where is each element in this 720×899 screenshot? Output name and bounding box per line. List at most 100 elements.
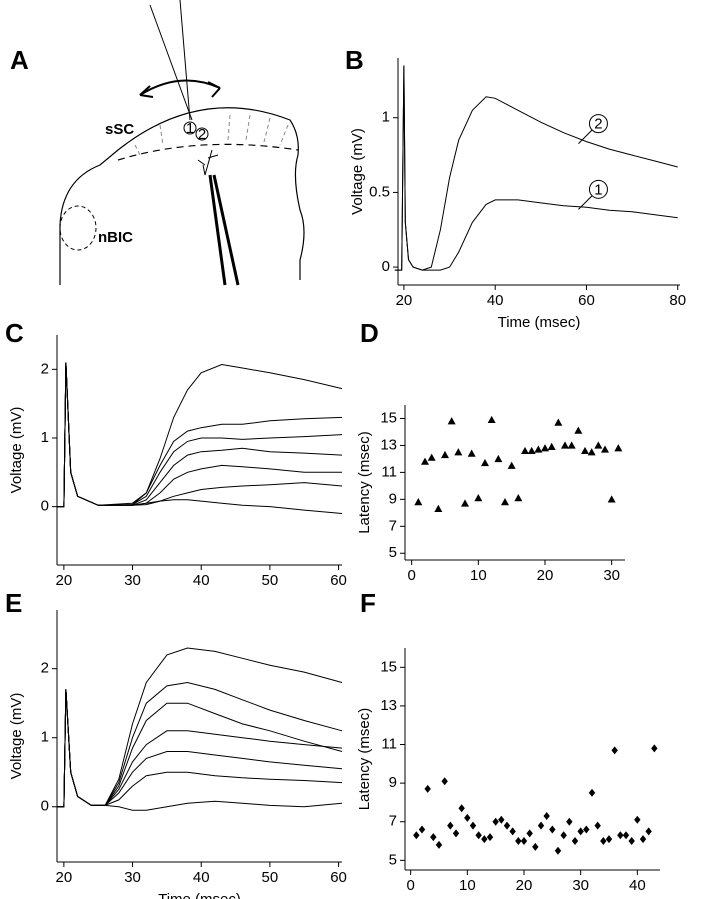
y-tick-label: 1 xyxy=(41,429,49,446)
y-tick-label: 15 xyxy=(380,409,397,426)
point xyxy=(577,827,584,836)
point xyxy=(503,821,511,830)
x-tick-label: 20 xyxy=(396,292,413,309)
y-tick-label: 0 xyxy=(41,798,49,815)
panel-label: A xyxy=(10,45,29,75)
point xyxy=(605,835,613,844)
point xyxy=(583,825,590,834)
y-tick-label: 5 xyxy=(389,544,397,561)
x-tick-label: 30 xyxy=(572,877,589,894)
y-axis-title: Voltage (mV) xyxy=(8,693,25,780)
panel-label: F xyxy=(360,588,376,618)
point xyxy=(594,821,601,830)
point xyxy=(458,804,465,813)
x-tick-label: 50 xyxy=(262,572,279,589)
point xyxy=(560,831,567,840)
point xyxy=(515,837,522,846)
y-axis-title: Voltage (mV) xyxy=(349,128,366,215)
point xyxy=(507,461,516,469)
point xyxy=(487,415,496,424)
x-tick-label: 40 xyxy=(487,292,504,309)
y-tick-label: 11 xyxy=(381,463,397,480)
trace xyxy=(57,689,343,808)
trace xyxy=(57,362,343,514)
trace xyxy=(57,362,343,508)
x-tick-label: 30 xyxy=(124,869,141,886)
panel-label: B xyxy=(345,45,364,75)
point xyxy=(434,504,443,512)
x-axis-title: Time (msec) xyxy=(498,314,581,331)
point xyxy=(543,811,550,820)
point xyxy=(532,842,539,851)
site-marker xyxy=(195,127,209,141)
trace xyxy=(394,65,678,271)
y-tick-label: 15 xyxy=(380,658,397,675)
point xyxy=(634,815,641,824)
y-tick-label: 1 xyxy=(41,729,49,746)
x-tick-label: 10 xyxy=(459,877,476,894)
y-tick-label: 13 xyxy=(380,436,397,453)
point xyxy=(467,449,476,457)
point xyxy=(435,840,443,849)
point xyxy=(547,442,556,450)
point xyxy=(418,825,426,834)
y-axis-title: Voltage (mV) xyxy=(8,407,25,494)
callout-circle xyxy=(588,179,608,199)
x-tick-label: 50 xyxy=(262,869,279,886)
point xyxy=(554,418,563,426)
y-tick-label: 0 xyxy=(41,498,49,515)
point xyxy=(501,498,509,506)
trace xyxy=(57,362,343,508)
panel-label: C xyxy=(5,318,24,348)
point xyxy=(574,426,583,434)
point xyxy=(587,448,596,456)
trace xyxy=(57,681,343,808)
x-tick-label: 40 xyxy=(193,572,210,589)
point xyxy=(469,821,477,830)
point xyxy=(481,835,488,844)
point xyxy=(549,825,556,834)
point xyxy=(534,445,543,453)
x-tick-label: 10 xyxy=(470,567,487,584)
brain-outline xyxy=(59,107,305,285)
layer-boundary xyxy=(117,143,299,161)
x-tick-label: 20 xyxy=(537,567,554,584)
recording-electrode xyxy=(208,174,240,286)
nbic-outline xyxy=(59,205,97,251)
y-tick-label: 0 xyxy=(382,258,390,275)
y-axis-title: Latency (msec) xyxy=(356,708,373,811)
point xyxy=(486,833,494,842)
point xyxy=(639,835,647,844)
point xyxy=(614,444,623,452)
point xyxy=(509,827,516,836)
x-axis-title: Time (msec) xyxy=(158,891,241,899)
site-marker xyxy=(183,121,197,135)
x-tick-label: 40 xyxy=(193,869,210,886)
point xyxy=(421,457,429,465)
x-tick-label: 40 xyxy=(629,877,646,894)
point xyxy=(566,817,573,826)
y-tick-label: 11 xyxy=(381,735,397,752)
point xyxy=(617,831,624,840)
x-tick-label: 20 xyxy=(56,572,73,589)
point xyxy=(427,453,436,461)
series-label: 1 xyxy=(594,181,602,198)
trace xyxy=(57,689,343,808)
trace xyxy=(57,689,343,811)
point xyxy=(461,499,469,507)
trace xyxy=(57,362,342,508)
point xyxy=(601,445,609,453)
point xyxy=(607,495,616,503)
point xyxy=(494,454,503,463)
label: nBIC xyxy=(98,229,133,246)
trace xyxy=(57,362,343,508)
point xyxy=(481,458,489,467)
x-tick-label: 60 xyxy=(578,292,595,309)
trace xyxy=(57,362,343,508)
y-tick-label: 2 xyxy=(41,660,49,677)
point xyxy=(521,446,529,455)
point xyxy=(651,744,658,753)
point xyxy=(447,821,454,830)
point xyxy=(474,494,483,502)
panel-a-diagram: A sSC nBIC 1 2 xyxy=(10,0,305,286)
